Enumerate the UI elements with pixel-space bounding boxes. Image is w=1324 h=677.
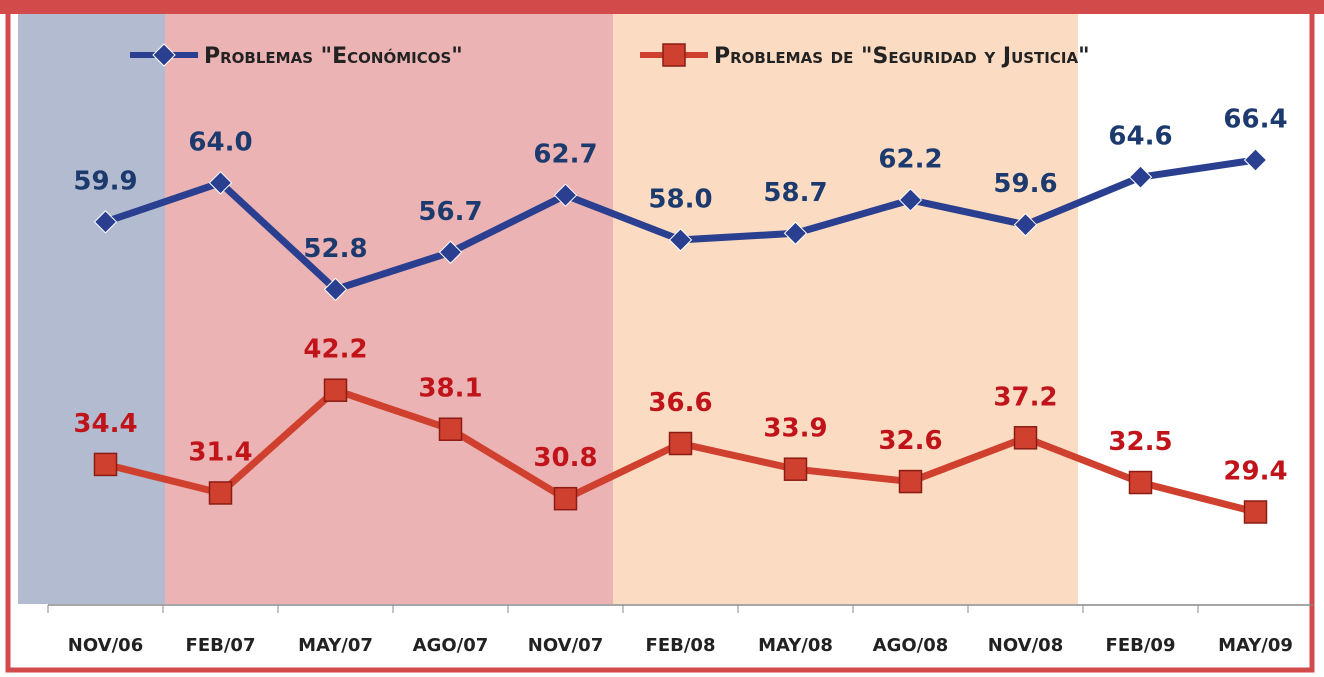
x-tick-label: MAY/09: [1218, 635, 1293, 656]
point: [668, 228, 693, 252]
point: [438, 240, 463, 264]
data-label: 66.4: [1223, 105, 1287, 135]
point: [93, 210, 118, 234]
x-tick-label: AGO/07: [413, 635, 489, 656]
data-label: 56.7: [418, 197, 482, 227]
point: [1243, 148, 1268, 172]
data-label: 58.7: [763, 178, 827, 208]
data-label: 36.6: [648, 388, 712, 418]
x-tick-label: MAY/08: [758, 635, 833, 656]
data-label: 33.9: [763, 414, 827, 444]
point: [208, 481, 233, 505]
x-tick-label: FEB/07: [186, 635, 256, 656]
point: [1128, 470, 1153, 495]
point: [1128, 165, 1153, 189]
point: [668, 431, 693, 456]
data-label: 37.2: [993, 382, 1057, 412]
data-label: 38.1: [418, 374, 482, 404]
period-band: [165, 14, 613, 604]
period-band: [613, 14, 1078, 604]
x-tick-label: NOV/08: [988, 635, 1063, 656]
point: [208, 171, 233, 195]
data-label: 31.4: [188, 437, 252, 467]
data-label: 52.8: [303, 234, 367, 264]
point: [553, 486, 578, 511]
point: [1013, 212, 1038, 237]
x-tick-label: NOV/06: [68, 635, 143, 656]
point: [152, 43, 176, 67]
point: [898, 188, 923, 212]
x-tick-label: AGO/08: [873, 635, 949, 656]
data-label: 64.0: [188, 127, 252, 157]
point: [783, 221, 808, 245]
data-label: 59.9: [73, 166, 137, 196]
data-label: 30.8: [533, 443, 597, 473]
point: [323, 378, 348, 402]
data-label: 59.6: [993, 169, 1057, 199]
legend-label: Problemas de "Seguridad y Justicia": [714, 44, 1090, 69]
data-label: 34.4: [73, 409, 137, 439]
point: [662, 43, 686, 67]
data-label: 42.2: [303, 335, 367, 365]
x-tick-label: MAY/07: [298, 635, 373, 656]
point: [898, 469, 923, 494]
point: [1243, 500, 1268, 524]
period-band: [18, 14, 165, 604]
point: [553, 183, 578, 207]
frame: [5, 5, 1315, 673]
point: [783, 457, 808, 481]
data-label: 29.4: [1223, 457, 1287, 487]
x-tick-label: NOV/07: [528, 635, 603, 656]
data-label: 62.2: [878, 144, 942, 174]
point: [438, 417, 463, 441]
x-tick-label: FEB/09: [1106, 635, 1176, 656]
data-label: 32.5: [1108, 427, 1172, 457]
point: [1013, 426, 1038, 450]
data-label: 58.0: [648, 184, 712, 214]
data-label: 62.7: [533, 140, 597, 170]
x-tick-label: FEB/08: [646, 635, 716, 656]
legend-label: Problemas "Económicos": [204, 44, 463, 69]
point: [93, 452, 118, 477]
point: [323, 277, 348, 302]
data-label: 32.6: [878, 426, 942, 456]
data-label: 64.6: [1108, 122, 1172, 152]
